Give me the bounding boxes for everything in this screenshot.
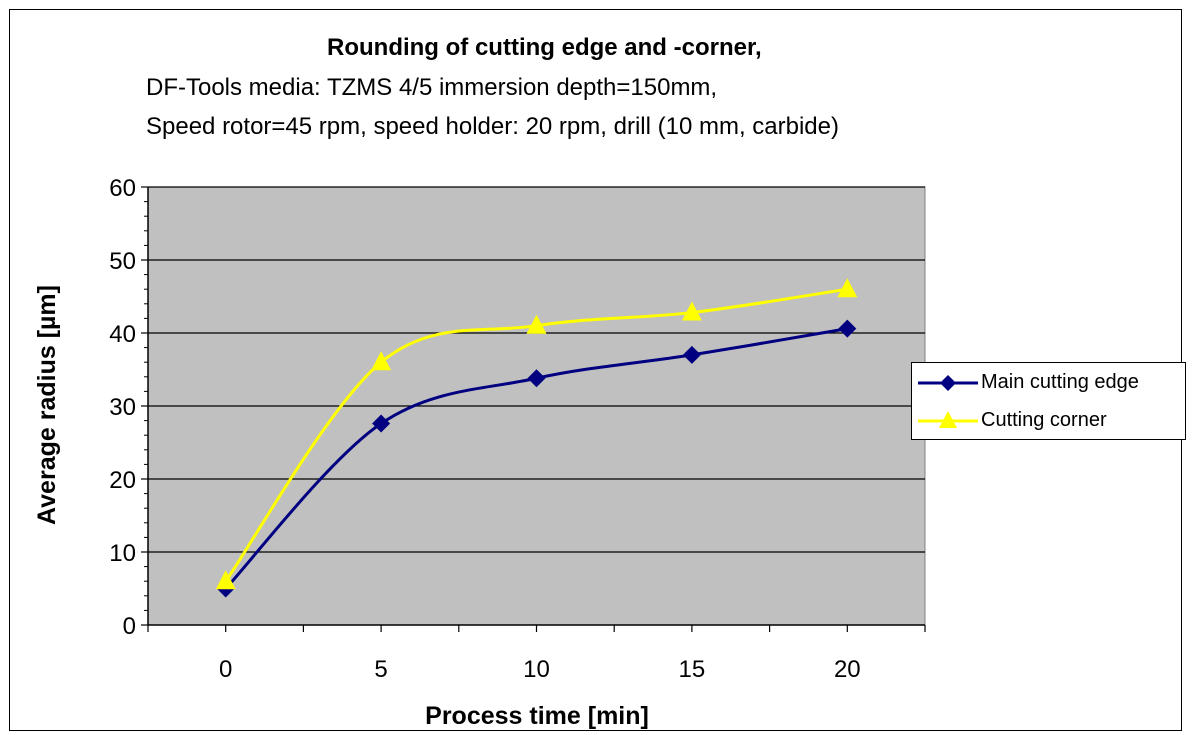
series-layer [215, 278, 858, 598]
legend-label: Cutting corner [981, 409, 1107, 431]
plot-area [147, 186, 926, 626]
legend: Main cutting edge Cutting corner [911, 362, 1186, 440]
chart-subtitle-line-2: Speed rotor=45 rpm, speed holder: 20 rpm… [146, 113, 839, 140]
y-tick-label: 60 [109, 175, 136, 202]
data-point-triangle [215, 570, 236, 590]
x-tick-label: 15 [679, 656, 706, 683]
x-tick-label: 5 [374, 656, 387, 683]
legend-swatch-triangle [918, 411, 978, 428]
x-tick-label: 10 [523, 656, 550, 683]
series-line-1 [224, 287, 848, 583]
y-tick-label: 30 [109, 394, 136, 421]
data-point-triangle [837, 278, 858, 298]
y-axis-title: Average radius [µm] [33, 285, 61, 525]
y-tick-label: 20 [109, 467, 136, 494]
data-point-triangle [371, 351, 392, 371]
y-tick-label: 0 [123, 613, 136, 640]
chart-subtitle-line-1: DF-Tools media: TZMS 4/5 immersion depth… [146, 74, 718, 101]
data-point-triangle [681, 301, 702, 321]
x-axis-title: Process time [min] [425, 702, 649, 730]
x-tick-label: 0 [219, 656, 232, 683]
data-point-diamond [682, 345, 701, 364]
legend-label: Main cutting edge [981, 371, 1139, 393]
axes: 0 10 20 30 40 50 60 0 5 10 15 20 [109, 175, 926, 683]
chart-title: Rounding of cutting edge and -corner, [327, 34, 762, 61]
legend-swatch-diamond [918, 375, 978, 391]
data-point-diamond [527, 369, 546, 388]
y-tick-label: 50 [109, 248, 136, 275]
x-tick-label: 20 [834, 656, 861, 683]
data-point-diamond [838, 319, 857, 338]
y-tick-label: 40 [109, 321, 136, 348]
data-point-diamond [372, 414, 391, 433]
y-tick-label: 10 [109, 540, 136, 567]
data-point-triangle [526, 314, 547, 334]
legend-item-main-cutting-edge: Main cutting edge [912, 367, 1185, 397]
legend-item-cutting-corner: Cutting corner [912, 405, 1185, 435]
